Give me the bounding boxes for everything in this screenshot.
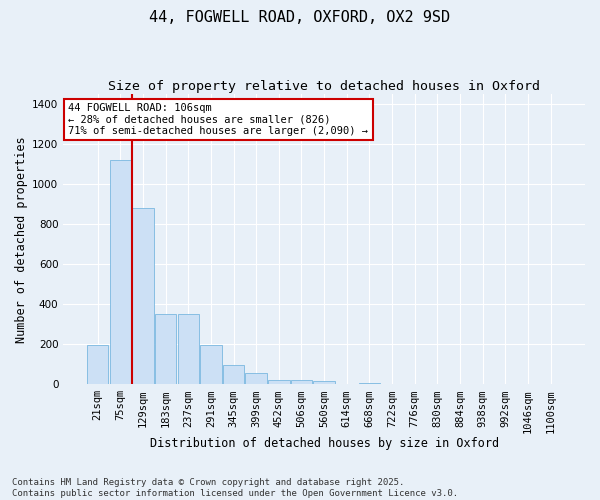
Bar [155,314,176,384]
Bar [178,314,199,384]
Bar [223,365,244,384]
Bar [245,373,267,384]
Y-axis label: Number of detached properties: Number of detached properties [15,136,28,342]
Bar [291,380,312,384]
X-axis label: Distribution of detached houses by size in Oxford: Distribution of detached houses by size … [149,437,499,450]
Bar [110,160,131,384]
Bar [313,382,335,384]
Text: Contains HM Land Registry data © Crown copyright and database right 2025.
Contai: Contains HM Land Registry data © Crown c… [12,478,458,498]
Bar [359,382,380,384]
Bar [268,380,290,384]
Text: 44, FOGWELL ROAD, OXFORD, OX2 9SD: 44, FOGWELL ROAD, OXFORD, OX2 9SD [149,10,451,25]
Bar [200,345,221,384]
Bar [87,345,109,384]
Title: Size of property relative to detached houses in Oxford: Size of property relative to detached ho… [108,80,540,93]
Text: 44 FOGWELL ROAD: 106sqm
← 28% of detached houses are smaller (826)
71% of semi-d: 44 FOGWELL ROAD: 106sqm ← 28% of detache… [68,103,368,136]
Bar [132,208,154,384]
